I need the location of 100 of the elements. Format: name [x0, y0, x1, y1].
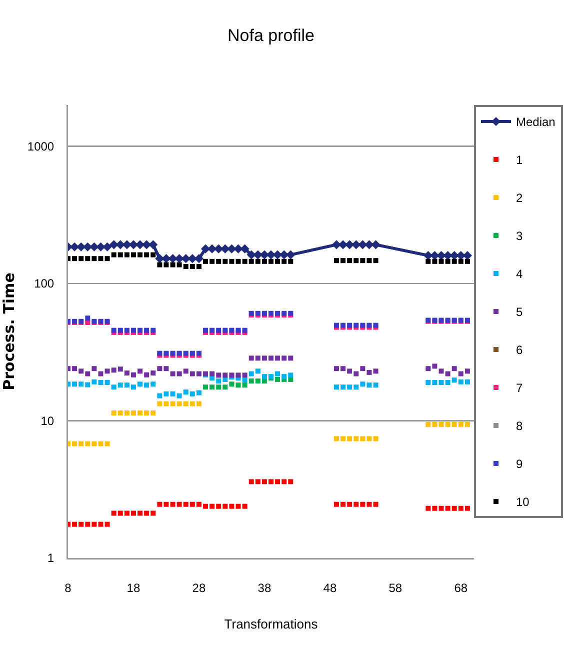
point	[242, 372, 248, 378]
point	[438, 368, 444, 374]
point	[366, 502, 372, 507]
chart-title: Nofa profile	[228, 26, 314, 46]
point	[452, 378, 457, 383]
point	[176, 401, 182, 406]
point	[144, 410, 150, 416]
point	[203, 258, 208, 264]
x-tick-label: 28	[192, 580, 206, 595]
point	[144, 252, 150, 258]
point	[354, 258, 359, 264]
point	[111, 510, 116, 516]
point	[170, 391, 176, 396]
point	[275, 376, 280, 382]
point	[196, 264, 202, 270]
point	[118, 366, 123, 372]
point	[196, 502, 202, 507]
point	[150, 252, 156, 258]
point	[92, 366, 97, 372]
point	[216, 504, 222, 509]
point	[458, 379, 464, 384]
point	[164, 401, 169, 406]
point	[373, 368, 378, 374]
point	[452, 366, 457, 372]
point	[138, 382, 143, 387]
point	[210, 504, 215, 509]
point	[268, 258, 274, 264]
point	[347, 436, 352, 442]
point	[150, 510, 156, 516]
point	[255, 378, 260, 384]
legend-label: 3	[516, 229, 523, 244]
point	[118, 410, 123, 416]
point	[432, 364, 438, 369]
point	[288, 479, 294, 484]
point	[275, 479, 280, 484]
point	[458, 371, 464, 376]
x-tick-label: 58	[388, 580, 402, 595]
point	[332, 240, 342, 250]
point	[445, 422, 450, 427]
point	[426, 422, 431, 427]
point	[157, 502, 162, 507]
point	[157, 401, 162, 406]
point	[85, 382, 90, 388]
point	[373, 258, 378, 264]
point	[104, 441, 110, 446]
point	[183, 368, 188, 374]
point	[111, 252, 116, 258]
point	[98, 371, 104, 376]
point	[464, 422, 470, 427]
point	[183, 264, 188, 270]
point	[288, 356, 294, 361]
y-tick-label: 10	[40, 414, 54, 428]
point	[144, 510, 150, 516]
point	[104, 380, 110, 386]
point	[170, 401, 176, 406]
point	[164, 502, 169, 507]
legend-label: 8	[516, 419, 523, 434]
point	[124, 370, 130, 376]
point	[85, 522, 90, 527]
point	[373, 382, 378, 388]
point	[282, 374, 287, 380]
point	[138, 410, 143, 416]
point	[458, 506, 464, 511]
point	[262, 374, 267, 380]
point	[426, 506, 431, 511]
point	[242, 378, 248, 383]
point	[360, 258, 366, 264]
point	[229, 504, 234, 509]
point	[150, 410, 156, 416]
point	[462, 250, 472, 260]
point	[157, 262, 162, 268]
point	[190, 264, 195, 270]
point	[203, 384, 208, 390]
point	[340, 502, 346, 507]
point	[130, 410, 136, 416]
point	[338, 240, 348, 250]
point	[282, 258, 287, 264]
point	[255, 258, 260, 264]
point	[150, 370, 156, 376]
point	[98, 256, 104, 262]
point	[194, 254, 204, 264]
legend-label: 2	[516, 191, 523, 206]
point	[452, 506, 457, 511]
point	[157, 393, 162, 398]
point	[216, 378, 222, 384]
point	[464, 506, 470, 511]
point	[288, 258, 294, 264]
point	[72, 441, 78, 446]
point	[432, 380, 438, 386]
point	[144, 372, 150, 378]
point	[72, 366, 78, 372]
point	[190, 502, 195, 507]
point	[347, 384, 352, 390]
point	[150, 382, 156, 387]
point	[176, 371, 182, 376]
point	[222, 258, 228, 264]
point	[118, 510, 123, 516]
point	[255, 479, 260, 484]
x-tick-label: 38	[258, 580, 272, 595]
point	[360, 366, 366, 372]
